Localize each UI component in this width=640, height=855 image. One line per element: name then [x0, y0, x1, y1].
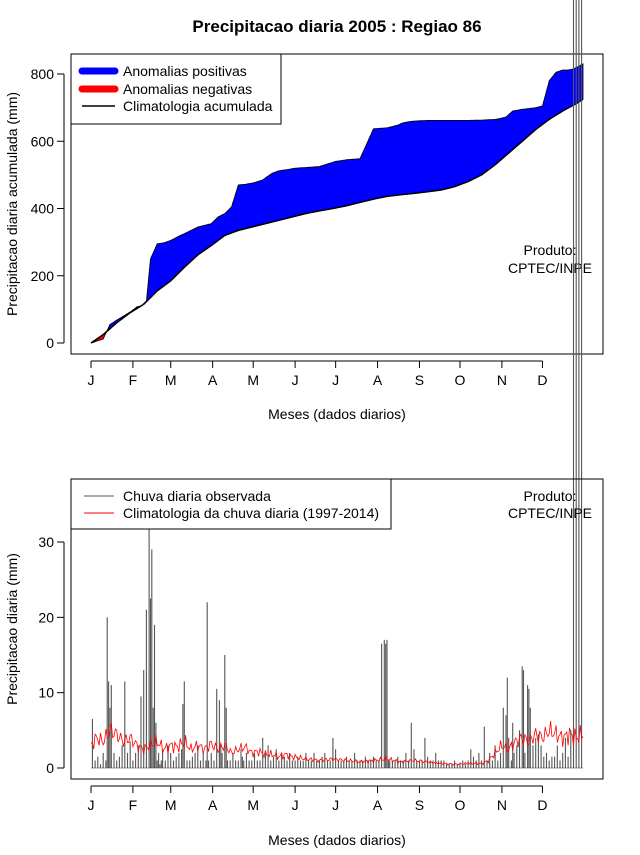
x-tick-label: F [129, 372, 138, 388]
x-tick-label: J [88, 372, 95, 388]
plot-box-top [70, 53, 604, 355]
legend-label-climatology: Climatologia acumulada [123, 98, 273, 114]
y-tick-label: 400 [31, 201, 55, 217]
climatology-cumulative-line [90, 98, 584, 344]
x-tick-label: M [165, 372, 177, 388]
x-tick-label: J [88, 797, 95, 813]
legend-bottom: Chuva diaria observada Climatologia da c… [70, 478, 392, 530]
product-annotation-line2-bottom: CPTEC/INPE [508, 505, 592, 521]
y-axis-bottom: 0 10 20 30 [38, 534, 65, 776]
x-axis-label-top: Meses (dados diarios) [268, 406, 406, 422]
x-tick-label: O [455, 797, 466, 813]
x-axis-label-bottom: Meses (dados diarios) [268, 832, 406, 848]
x-tick-label: M [165, 797, 177, 813]
y-tick-label: 30 [38, 534, 54, 550]
x-tick-label: F [129, 797, 138, 813]
product-annotation-line1: Produto: [524, 242, 577, 258]
y-tick-label: 800 [31, 66, 55, 82]
y-tick-label: 0 [46, 335, 54, 351]
product-annotation-line2: CPTEC/INPE [508, 260, 592, 276]
daily-panel: 0 10 20 30 J F M A M J J A S O N D Meses (dados diario… [4, 0, 604, 848]
x-tick-label: S [415, 797, 424, 813]
cumulative-panel: 0 200 400 600 800 J F M A M J J A S O N D Meses (dados … [4, 53, 604, 422]
x-tick-label: J [292, 372, 299, 388]
legend-label-positive: Anomalias positivas [123, 63, 247, 79]
y-tick-label: 600 [31, 133, 55, 149]
x-tick-label: N [497, 797, 507, 813]
x-tick-label: J [332, 372, 339, 388]
x-tick-label: J [292, 797, 299, 813]
legend-label-climatology-daily: Climatologia da chuva diaria (1997-2014) [123, 505, 379, 521]
x-tick-label: D [537, 797, 547, 813]
legend-box-bottom [70, 478, 392, 530]
daily-bars [91, 0, 583, 769]
y-tick-label: 200 [31, 268, 55, 284]
chart-title: Precipitacao diaria 2005 : Regiao 86 [192, 17, 481, 36]
x-tick-label: A [373, 372, 383, 388]
x-tick-label: D [537, 372, 547, 388]
y-axis-label-top: Precipitacao diaria acumulada (mm) [4, 92, 20, 316]
legend-label-negative: Anomalias negativas [123, 81, 252, 97]
y-tick-label: 20 [38, 609, 54, 625]
x-tick-label: A [208, 797, 218, 813]
product-annotation-line1-bottom: Produto: [524, 488, 577, 504]
x-tick-label: O [455, 372, 466, 388]
x-tick-label: M [247, 797, 259, 813]
x-tick-label: S [415, 372, 424, 388]
legend-label-observed: Chuva diaria observada [123, 488, 271, 504]
y-axis-top: 0 200 400 600 800 [31, 66, 65, 351]
y-axis-label-bottom: Precipitacao diaria (mm) [4, 553, 20, 705]
y-tick-label: 0 [46, 760, 54, 776]
x-tick-label: A [208, 372, 218, 388]
y-tick-label: 10 [38, 685, 54, 701]
x-tick-label: N [497, 372, 507, 388]
x-tick-label: M [247, 372, 259, 388]
climatology-daily-line [90, 720, 584, 766]
x-tick-label: J [332, 797, 339, 813]
x-tick-label: A [373, 797, 383, 813]
legend-top: Anomalias positivas Anomalias negativas … [70, 53, 282, 125]
